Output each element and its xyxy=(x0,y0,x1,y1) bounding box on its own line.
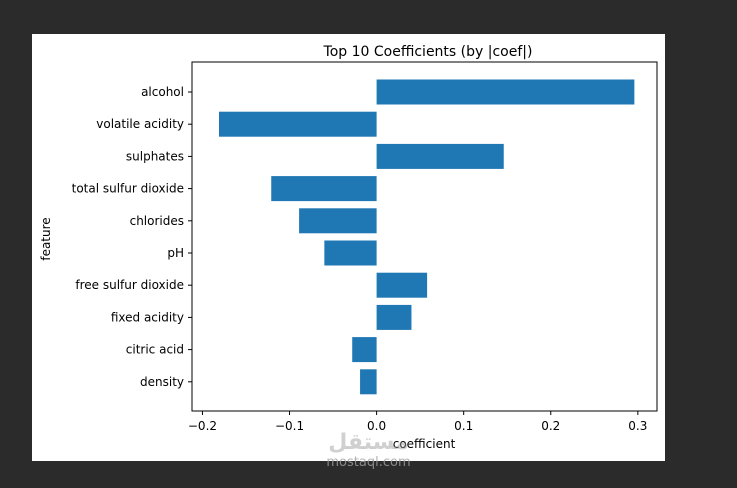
bar-total-sulfur-dioxide xyxy=(271,176,377,202)
x-tick-label: 0.3 xyxy=(628,419,647,433)
figure: Top 10 Coefficients (by |coef|) alcohol v… xyxy=(32,34,665,461)
y-tick-label: citric acid xyxy=(126,343,184,357)
y-axis-label: feature xyxy=(39,217,53,260)
y-tick-label: alcohol xyxy=(141,85,184,99)
y-tick-label: fixed acidity xyxy=(111,310,184,324)
x-tick-label: 0.1 xyxy=(454,419,473,433)
bar-density xyxy=(360,369,377,395)
y-tick-label: free sulfur dioxide xyxy=(75,278,184,292)
y-tick-label: sulphates xyxy=(126,149,184,163)
chart-title: Top 10 Coefficients (by |coef|) xyxy=(323,44,533,60)
y-tick-label: density xyxy=(140,375,184,389)
y-tick-label: chlorides xyxy=(130,214,184,228)
x-tick-label: 0.2 xyxy=(541,419,560,433)
x-tick-label: −0.1 xyxy=(275,419,304,433)
plot-frame xyxy=(191,61,658,412)
bar-ph xyxy=(324,240,377,266)
bar-free-sulfur-dioxide xyxy=(376,272,428,298)
x-tick-label: 0.0 xyxy=(367,419,386,433)
y-tick-label: total sulfur dioxide xyxy=(72,182,184,196)
bar-sulphates xyxy=(376,143,504,169)
bars xyxy=(218,79,635,395)
x-axis-label: coefficient xyxy=(393,437,456,451)
y-tick-label: pH xyxy=(167,246,184,260)
y-tick-label: volatile acidity xyxy=(96,117,184,131)
bar-chlorides xyxy=(299,208,377,234)
bar-chart: Top 10 Coefficients (by |coef|) alcohol v… xyxy=(39,44,658,451)
x-tick-label: −0.2 xyxy=(188,419,217,433)
bar-alcohol xyxy=(376,79,635,105)
bar-citric-acid xyxy=(352,337,377,363)
bar-fixed-acidity xyxy=(376,304,412,330)
y-ticks: alcohol volatile acidity sulphates total su… xyxy=(72,85,192,389)
bar-volatile-acidity xyxy=(218,111,377,137)
x-ticks: −0.2 −0.1 0.0 0.1 0.2 0.3 xyxy=(188,411,647,433)
